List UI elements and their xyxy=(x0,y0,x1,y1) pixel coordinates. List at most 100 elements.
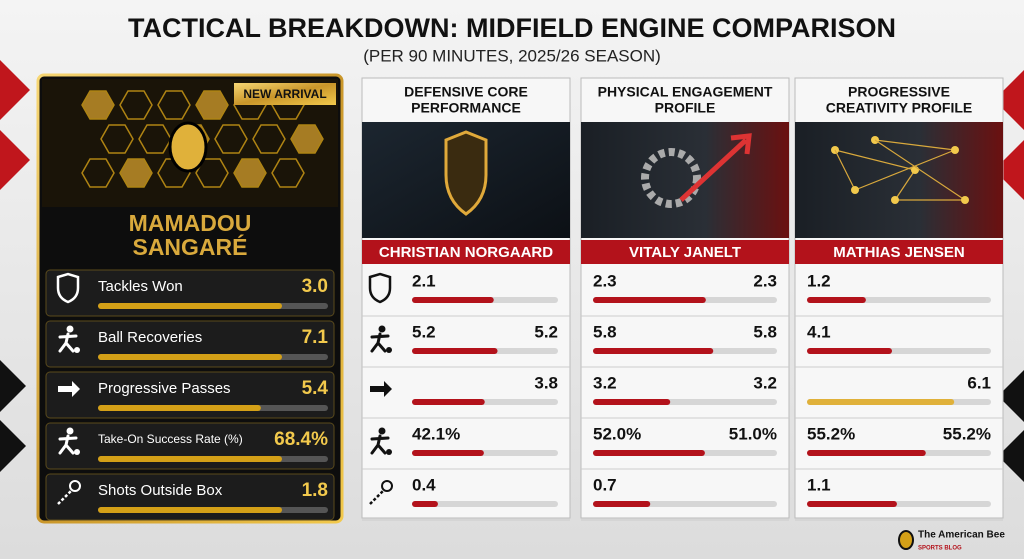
stat-value: 42.1% xyxy=(412,424,460,443)
icon-body xyxy=(370,332,390,353)
network-line xyxy=(854,149,956,191)
stat-value: 3.8 xyxy=(534,373,558,392)
icon-ball xyxy=(74,449,80,455)
stat-value: 3.0 xyxy=(302,276,328,297)
footer-brand: The American Bee xyxy=(918,530,1005,541)
player-name: MAMADOU xyxy=(129,210,252,236)
bar xyxy=(593,348,714,354)
bar xyxy=(593,450,705,456)
stat-value: 1.1 xyxy=(807,475,831,494)
stat-icon xyxy=(368,272,392,304)
panel-title: CREATIVITY PROFILE xyxy=(826,100,973,116)
icon-head xyxy=(378,325,386,333)
stat-value: 7.1 xyxy=(302,327,329,348)
stat-label: Progressive Passes xyxy=(98,380,231,397)
player-bar xyxy=(795,240,1003,264)
hexagon xyxy=(252,124,286,154)
player-bar xyxy=(362,240,570,264)
panel-player: MATHIAS JENSEN xyxy=(833,244,964,261)
icon-head xyxy=(378,427,386,435)
network-line xyxy=(894,169,916,201)
stat-icon xyxy=(370,427,392,455)
stat-value: 5.8 xyxy=(593,322,617,341)
icon-ball xyxy=(69,480,81,492)
icon-body xyxy=(370,434,390,455)
hexagon xyxy=(195,90,229,120)
footer-logo: The American Bee SPORTS BLOG xyxy=(898,530,1005,552)
stat-icon xyxy=(370,381,392,397)
icon-ball xyxy=(74,347,80,353)
stat-icon xyxy=(56,272,80,304)
bar xyxy=(807,501,897,507)
stat-icon xyxy=(57,480,81,505)
network-line xyxy=(874,139,956,151)
player-bar xyxy=(581,240,789,264)
hexagon xyxy=(81,90,115,120)
stat-value: 6.1 xyxy=(967,373,991,392)
hexagon xyxy=(119,158,153,188)
stat-value: 68.4% xyxy=(274,429,328,450)
stat-value: 2.1 xyxy=(412,271,436,290)
icon-ball xyxy=(386,347,392,353)
panel-art xyxy=(795,122,1003,238)
stat-label: Take-On Success Rate (%) xyxy=(98,432,243,446)
badge: NEW ARRIVAL xyxy=(243,87,326,101)
stat-label: Tackles Won xyxy=(98,278,183,295)
bar xyxy=(412,399,485,405)
bar xyxy=(593,501,651,507)
subtitle: (PER 90 MINUTES, 2025/26 SEASON) xyxy=(363,46,661,65)
stat-value: 55.2% xyxy=(807,424,855,443)
icon-shot xyxy=(369,489,385,505)
gear-art xyxy=(641,148,701,208)
title: TACTICAL BREAKDOWN: MIDFIELD ENGINE COMP… xyxy=(128,13,896,43)
bar xyxy=(412,501,438,507)
stat-value: 3.2 xyxy=(593,373,617,392)
icon-arrow xyxy=(370,381,392,397)
bar xyxy=(807,297,866,303)
panel-player: CHRISTIAN NORGAARD xyxy=(379,244,553,261)
network-node xyxy=(891,196,899,204)
hexagon xyxy=(290,124,324,154)
shield-art xyxy=(444,130,488,216)
icon-ball xyxy=(386,449,392,455)
stat-value: 3.2 xyxy=(753,373,777,392)
bar-track xyxy=(412,501,558,507)
stat-icon xyxy=(58,427,80,455)
bar xyxy=(98,456,282,462)
icon-arrow xyxy=(58,381,80,397)
icon-body xyxy=(58,434,78,455)
hexagon xyxy=(233,158,267,188)
bee xyxy=(168,121,208,173)
stat-icon xyxy=(58,381,80,397)
stat-value: 5.8 xyxy=(753,322,777,341)
stat-value: 52.0% xyxy=(593,424,641,443)
bar xyxy=(98,303,282,309)
stat-value: 0.4 xyxy=(412,475,436,494)
stat-value: 5.4 xyxy=(302,378,329,399)
panel-player: VITALY JANELT xyxy=(629,244,741,261)
stat-value: 5.2 xyxy=(412,322,436,341)
stat-value: 55.2% xyxy=(943,424,991,443)
bar xyxy=(98,354,282,360)
panel-title: DEFENSIVE CORE xyxy=(404,84,528,100)
icon-shield xyxy=(56,272,80,304)
hexagon xyxy=(157,158,191,188)
player-name: SANGARÉ xyxy=(132,233,247,260)
stat-value: 2.3 xyxy=(593,271,617,290)
icon-head xyxy=(66,427,74,435)
panel-title: PROGRESSIVE xyxy=(848,84,950,100)
hexagon xyxy=(214,124,248,154)
panel-title: PERFORMANCE xyxy=(411,100,521,116)
network-line xyxy=(874,139,966,201)
badge-bg xyxy=(234,83,336,105)
hexagon xyxy=(100,124,134,154)
icon-body xyxy=(58,332,78,353)
bar xyxy=(98,507,282,513)
stat-icon xyxy=(58,325,80,353)
stat-label: Ball Recoveries xyxy=(98,329,202,346)
icon-shield xyxy=(368,272,392,304)
bar xyxy=(807,348,893,354)
hexagon xyxy=(271,158,305,188)
arrow-art xyxy=(679,133,752,202)
bar xyxy=(807,399,955,405)
